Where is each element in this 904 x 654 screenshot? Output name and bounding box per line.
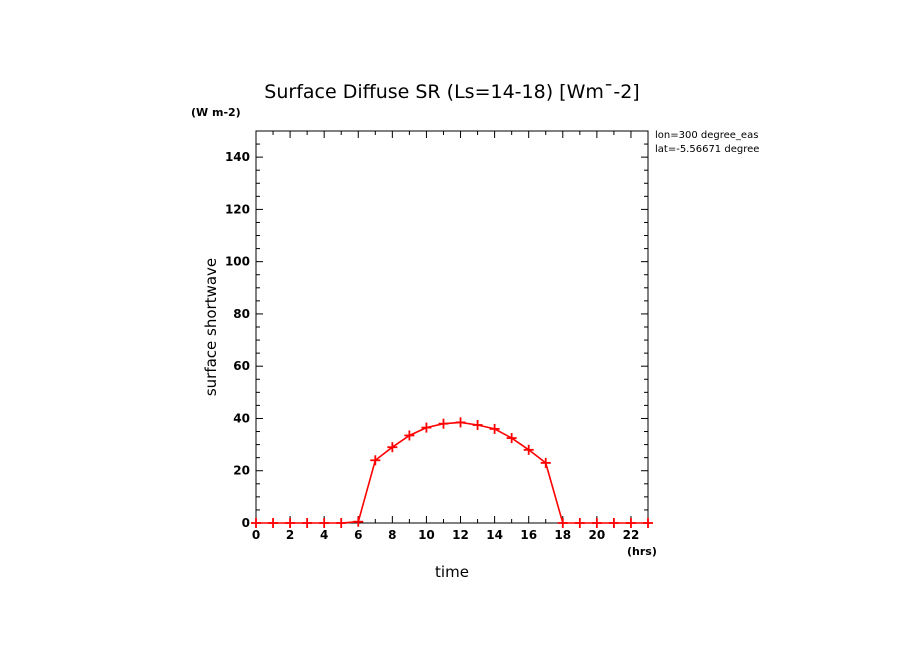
data-point [643, 518, 653, 528]
data-point [455, 417, 466, 428]
x-unit-label: (hrs) [627, 545, 657, 558]
annotation-lon: lon=300 degree_eas [655, 130, 758, 141]
data-point [251, 518, 261, 528]
data-point [489, 423, 500, 434]
y-tick-label: 100 [225, 255, 250, 269]
x-tick-label: 16 [520, 528, 537, 542]
axis-ticks: 0 2 4 6 8 10 12 14 16 18 20 22 0 20 40 60 80 100 120 140 [225, 130, 649, 542]
data-point [319, 518, 330, 528]
data-point [353, 516, 364, 527]
data-point [421, 422, 432, 433]
x-tick-label: 18 [554, 528, 571, 542]
data-point [523, 444, 534, 455]
data-point [625, 518, 636, 528]
data-point [370, 455, 381, 466]
data-point [438, 418, 449, 429]
x-tick-label: 22 [623, 528, 640, 542]
data-point [574, 518, 585, 528]
data-point [268, 518, 279, 528]
x-tick-label: 10 [418, 528, 435, 542]
x-tick-label: 0 [252, 528, 260, 542]
x-tick-label: 14 [486, 528, 503, 542]
plot-frame [255, 130, 649, 524]
x-tick-label: 8 [388, 528, 396, 542]
annotation-lat: lat=-5.56671 degree [655, 144, 759, 155]
series-line [256, 421, 648, 524]
x-tick-label: 12 [452, 528, 469, 542]
data-point [472, 420, 483, 430]
y-tick-label: 80 [233, 307, 250, 321]
x-tick-label: 2 [286, 528, 294, 542]
data-point [285, 518, 296, 528]
data-point [506, 433, 517, 444]
y-tick-label: 120 [225, 202, 250, 216]
data-point [336, 518, 347, 528]
chart-title: Surface Diffuse SR (Ls=14-18) [Wm¯-2] [264, 81, 639, 103]
y-tick-label: 60 [233, 359, 250, 373]
data-point [302, 518, 313, 528]
data-point [557, 518, 568, 528]
y-tick-label: 40 [233, 411, 250, 425]
y-tick-label: 140 [225, 150, 250, 164]
y-unit-label: (W m-2) [191, 106, 241, 119]
data-point [591, 518, 602, 528]
data-point [540, 457, 551, 468]
y-tick-label: 20 [233, 464, 250, 478]
data-series [251, 417, 653, 528]
y-axis-label: surface shortwave [202, 258, 220, 396]
x-tick-label: 20 [589, 528, 606, 542]
data-point [608, 518, 619, 528]
x-tick-label: 4 [320, 528, 328, 542]
y-tick-label: 0 [242, 516, 250, 530]
x-tick-label: 6 [354, 528, 362, 542]
data-point [387, 442, 398, 453]
data-point [404, 430, 415, 441]
x-axis-label: time [435, 563, 469, 581]
